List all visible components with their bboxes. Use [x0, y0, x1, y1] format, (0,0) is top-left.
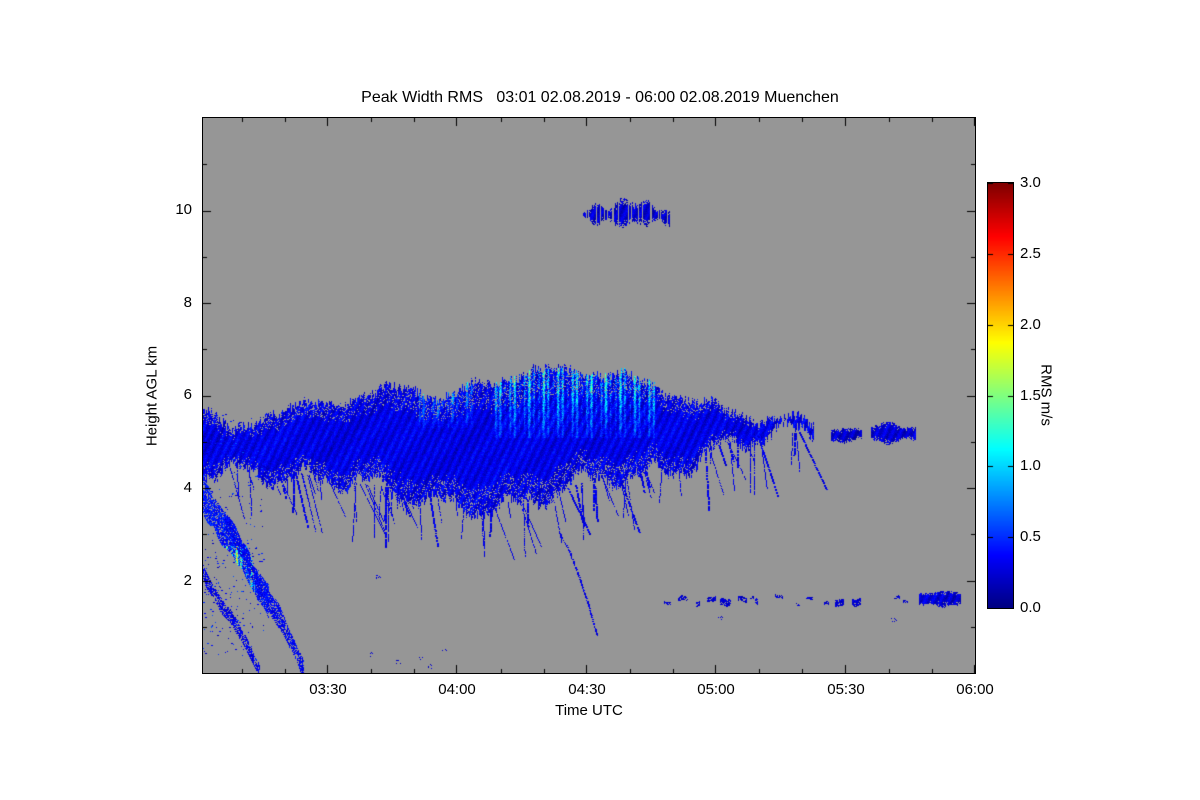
cb-tick-2.5: 2.5	[1020, 245, 1041, 262]
heatmap-canvas	[203, 118, 975, 673]
x-tick-0330: 03:30	[309, 681, 347, 698]
x-tick-0530: 05:30	[827, 681, 865, 698]
cb-tick-2.0: 2.0	[1020, 316, 1041, 333]
x-tick-0400: 04:00	[438, 681, 476, 698]
colorbar	[987, 182, 1014, 609]
y-tick-6: 6	[183, 386, 192, 403]
chart-title: Peak Width RMS 03:01 02.08.2019 - 06:00 …	[361, 89, 839, 106]
y-tick-8: 8	[183, 294, 192, 311]
cb-tick-3.0: 3.0	[1020, 174, 1041, 191]
x-tick-0430: 04:30	[568, 681, 606, 698]
cb-tick-1.5: 1.5	[1020, 387, 1041, 404]
y-tick-10: 10	[175, 201, 192, 218]
plot-area	[202, 117, 976, 674]
x-axis-label: Time UTC	[555, 702, 623, 719]
colorbar-canvas	[988, 183, 1013, 608]
colorbar-label: RMS m/s	[1037, 364, 1055, 426]
cb-tick-1.0: 1.0	[1020, 457, 1041, 474]
cb-tick-0.5: 0.5	[1020, 528, 1041, 545]
x-tick-0600: 06:00	[956, 681, 994, 698]
x-tick-0500: 05:00	[697, 681, 735, 698]
y-tick-2: 2	[183, 572, 192, 589]
cb-tick-0.0: 0.0	[1020, 599, 1041, 616]
y-tick-4: 4	[183, 479, 192, 496]
